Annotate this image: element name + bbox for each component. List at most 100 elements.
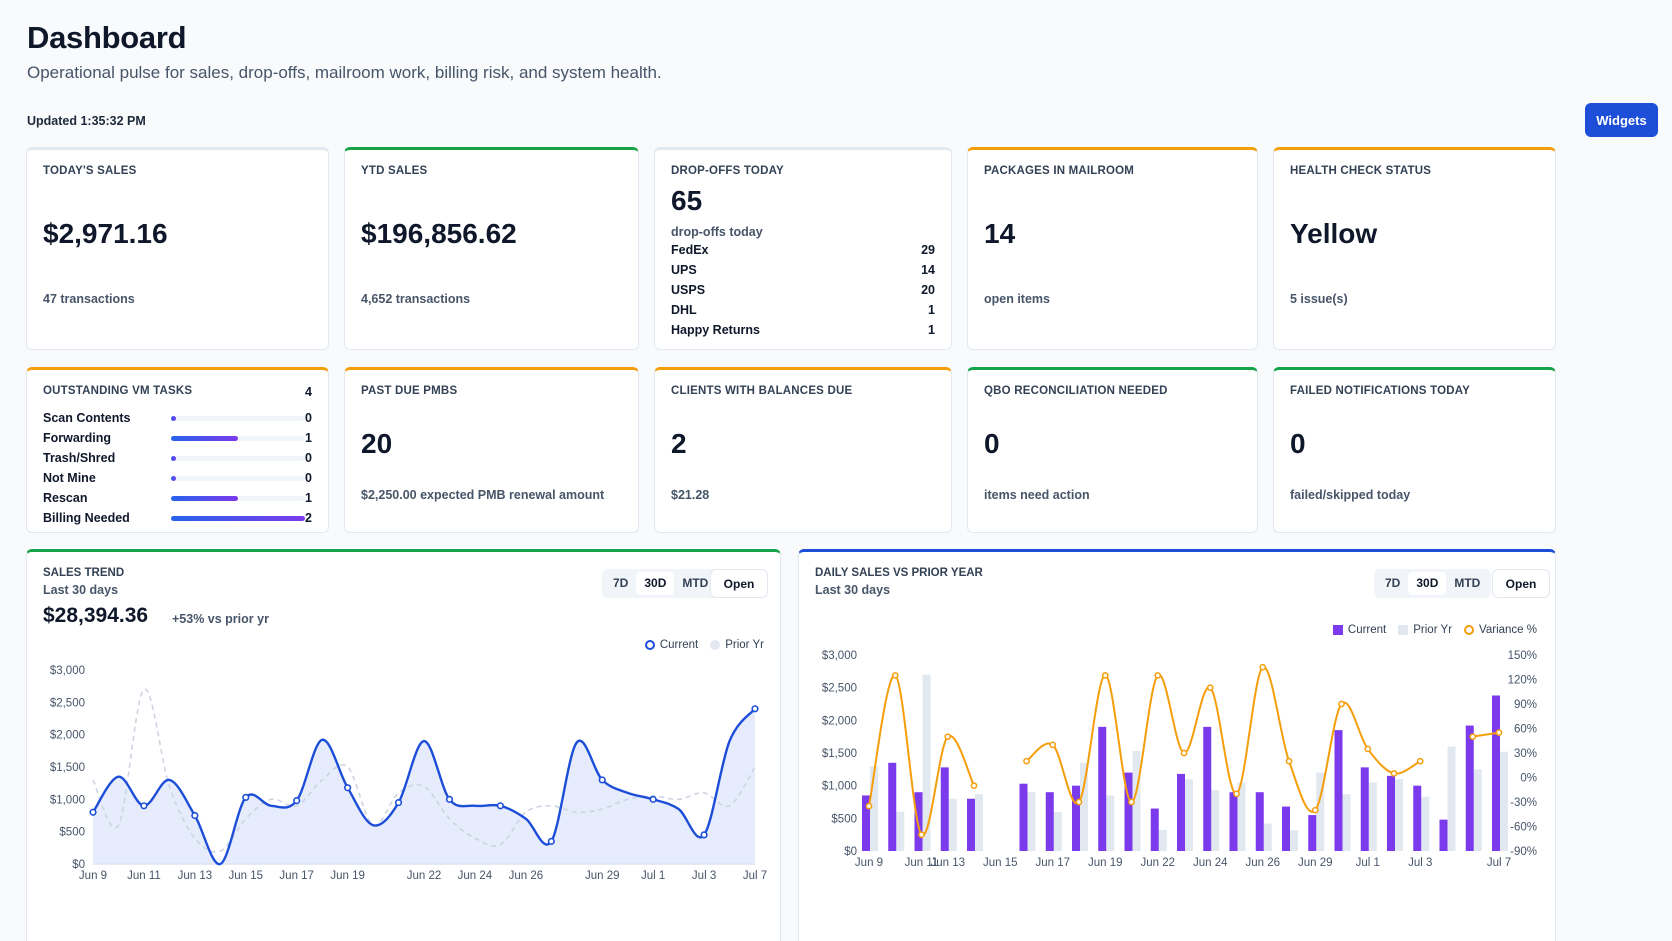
variance-point bbox=[891, 672, 899, 679]
vm-task-row[interactable]: Rescan 1 bbox=[43, 488, 312, 508]
vm-task-row[interactable]: Not Mine 0 bbox=[43, 468, 312, 488]
current-point bbox=[598, 776, 606, 784]
current-bar bbox=[1045, 792, 1054, 851]
variance-point bbox=[1075, 798, 1083, 806]
y2-tick-label: 0% bbox=[1520, 773, 1537, 785]
vm-task-row[interactable]: Forwarding 1 bbox=[43, 428, 312, 448]
vm-task-row[interactable]: Trash/Shred 0 bbox=[43, 448, 312, 468]
current-point bbox=[547, 837, 555, 845]
y-tick-label: $0 bbox=[72, 859, 85, 871]
prior-year-bar bbox=[1342, 794, 1351, 851]
carrier-name: Happy Returns bbox=[671, 323, 760, 337]
x-tick-label: Jun 24 bbox=[458, 870, 493, 882]
vm-task-name: Trash/Shred bbox=[43, 451, 116, 465]
vm-task-list: Scan Contents 0 Forwarding 1 Trash/Shred 0 Not… bbox=[43, 408, 312, 528]
y2-tick-label: 120% bbox=[1508, 675, 1537, 687]
vm-task-bar bbox=[171, 455, 306, 461]
health-card[interactable]: HEALTH CHECK STATUS Yellow 5 issue(s) bbox=[1273, 147, 1556, 350]
y-tick-label: $1,000 bbox=[50, 794, 85, 806]
current-point bbox=[496, 802, 504, 810]
x-tick-label: Jun 15 bbox=[229, 870, 264, 882]
current-point bbox=[700, 831, 708, 839]
chart-title: SALES TREND bbox=[43, 567, 125, 579]
range-7d[interactable]: 7D bbox=[1385, 576, 1401, 590]
y-tick-label: $2,000 bbox=[822, 715, 857, 727]
current-bar bbox=[1282, 806, 1290, 851]
card-label: TODAY'S SALES bbox=[43, 165, 137, 177]
sales-total: $28,394.36 bbox=[43, 604, 149, 627]
current-bar bbox=[1098, 726, 1107, 851]
x-tick-label: Jun 19 bbox=[330, 870, 365, 882]
variance-point bbox=[1101, 672, 1109, 679]
card-value: 14 bbox=[984, 218, 1016, 249]
updated-timestamp: Updated 1:35:32 PM bbox=[27, 114, 146, 128]
variance-point bbox=[1180, 749, 1188, 757]
prior-year-bar bbox=[1473, 769, 1482, 851]
prior-year-bar bbox=[1027, 792, 1036, 851]
balances-card[interactable]: CLIENTS WITH BALANCES DUE 2 $21.28 bbox=[654, 367, 952, 533]
prior-year-bar bbox=[1368, 782, 1377, 851]
range-30d[interactable]: 30D bbox=[636, 572, 675, 595]
prior-year-bar bbox=[1158, 830, 1167, 851]
packages-card[interactable]: PACKAGES IN MAILROOM 14 open items bbox=[967, 147, 1258, 350]
range-7d[interactable]: 7D bbox=[613, 576, 629, 590]
card-subtext: items need action bbox=[984, 488, 1090, 502]
carrier-count: 1 bbox=[928, 303, 935, 317]
current-bar bbox=[1255, 792, 1264, 851]
vm-task-count: 0 bbox=[305, 471, 312, 485]
open-button[interactable]: Open bbox=[1492, 569, 1550, 598]
prior-year-bar bbox=[1263, 823, 1272, 851]
legend-label: Variance % bbox=[1479, 624, 1537, 636]
qbo-card[interactable]: QBO RECONCILIATION NEEDED 0 items need a… bbox=[967, 367, 1258, 533]
current-point bbox=[242, 793, 250, 801]
y2-tick-label: 90% bbox=[1514, 699, 1537, 711]
legend-current: Current bbox=[1332, 624, 1386, 636]
variance-point bbox=[1128, 798, 1135, 806]
vm-task-count: 4 bbox=[305, 385, 312, 399]
vm-tasks-card[interactable]: OUTSTANDING VM TASKS 4 Scan Contents 0 For… bbox=[26, 367, 329, 533]
x-tick-label: Jun 22 bbox=[407, 870, 442, 882]
current-bar bbox=[862, 795, 870, 851]
current-point bbox=[751, 705, 759, 713]
square-icon bbox=[1332, 625, 1343, 635]
vm-task-bar-fill bbox=[171, 475, 177, 481]
y2-tick-label: -60% bbox=[1510, 822, 1537, 834]
x-tick-label: Jun 19 bbox=[1088, 857, 1123, 869]
circle-icon bbox=[644, 640, 655, 650]
circle-icon bbox=[710, 640, 721, 650]
ytd-sales-card[interactable]: YTD SALES $196,856.62 4,652 transactions bbox=[344, 147, 639, 350]
card-value: 20 bbox=[361, 428, 393, 459]
x-tick-label: Jun 11 bbox=[127, 870, 161, 882]
y-tick-label: $3,000 bbox=[822, 650, 857, 662]
vm-task-name: Forwarding bbox=[43, 431, 112, 445]
widgets-button[interactable]: Widgets bbox=[1585, 103, 1658, 137]
chart-subtitle: Last 30 days bbox=[815, 583, 891, 597]
variance-point bbox=[944, 733, 952, 741]
past-due-card[interactable]: PAST DUE PMBS 20 $2,250.00 expected PMB … bbox=[344, 367, 639, 533]
carrier-name: DHL bbox=[671, 303, 697, 317]
carrier-name: UPS bbox=[671, 263, 697, 277]
y2-tick-label: 60% bbox=[1514, 724, 1537, 736]
vm-task-bar bbox=[171, 475, 306, 481]
variance-point bbox=[1416, 757, 1424, 765]
failed-notifications-card[interactable]: FAILED NOTIFICATIONS TODAY 0 failed/skip… bbox=[1273, 367, 1556, 533]
dropoffs-card[interactable]: DROP-OFFS TODAY 65 drop-offs today FedEx… bbox=[654, 147, 952, 350]
range-30d[interactable]: 30D bbox=[1408, 572, 1447, 595]
y2-tick-label: 150% bbox=[1508, 650, 1537, 662]
chart-legend: Current Prior Yr bbox=[644, 639, 764, 651]
variance-point bbox=[1364, 745, 1372, 753]
daily-sales-card: DAILY SALES VS PRIOR YEAR Last 30 days 7… bbox=[798, 549, 1556, 941]
todays-sales-card[interactable]: TODAY'S SALES $2,971.16 47 transactions bbox=[26, 147, 329, 350]
legend-label: Prior Yr bbox=[725, 639, 764, 651]
range-mtd[interactable]: MTD bbox=[1454, 576, 1481, 590]
carrier-count: 20 bbox=[921, 283, 935, 297]
range-mtd[interactable]: MTD bbox=[682, 576, 709, 590]
current-bar bbox=[1360, 767, 1369, 851]
x-tick-label: Jun 26 bbox=[1245, 857, 1280, 869]
vm-task-row[interactable]: Scan Contents 0 bbox=[43, 408, 312, 428]
prior-year-bar bbox=[1316, 772, 1325, 851]
vm-task-row[interactable]: Billing Needed 2 bbox=[43, 508, 312, 528]
range-selector: 7D 30D MTD bbox=[1374, 569, 1492, 598]
legend-prior: Prior Yr bbox=[1398, 624, 1452, 636]
open-button[interactable]: Open bbox=[710, 569, 768, 598]
